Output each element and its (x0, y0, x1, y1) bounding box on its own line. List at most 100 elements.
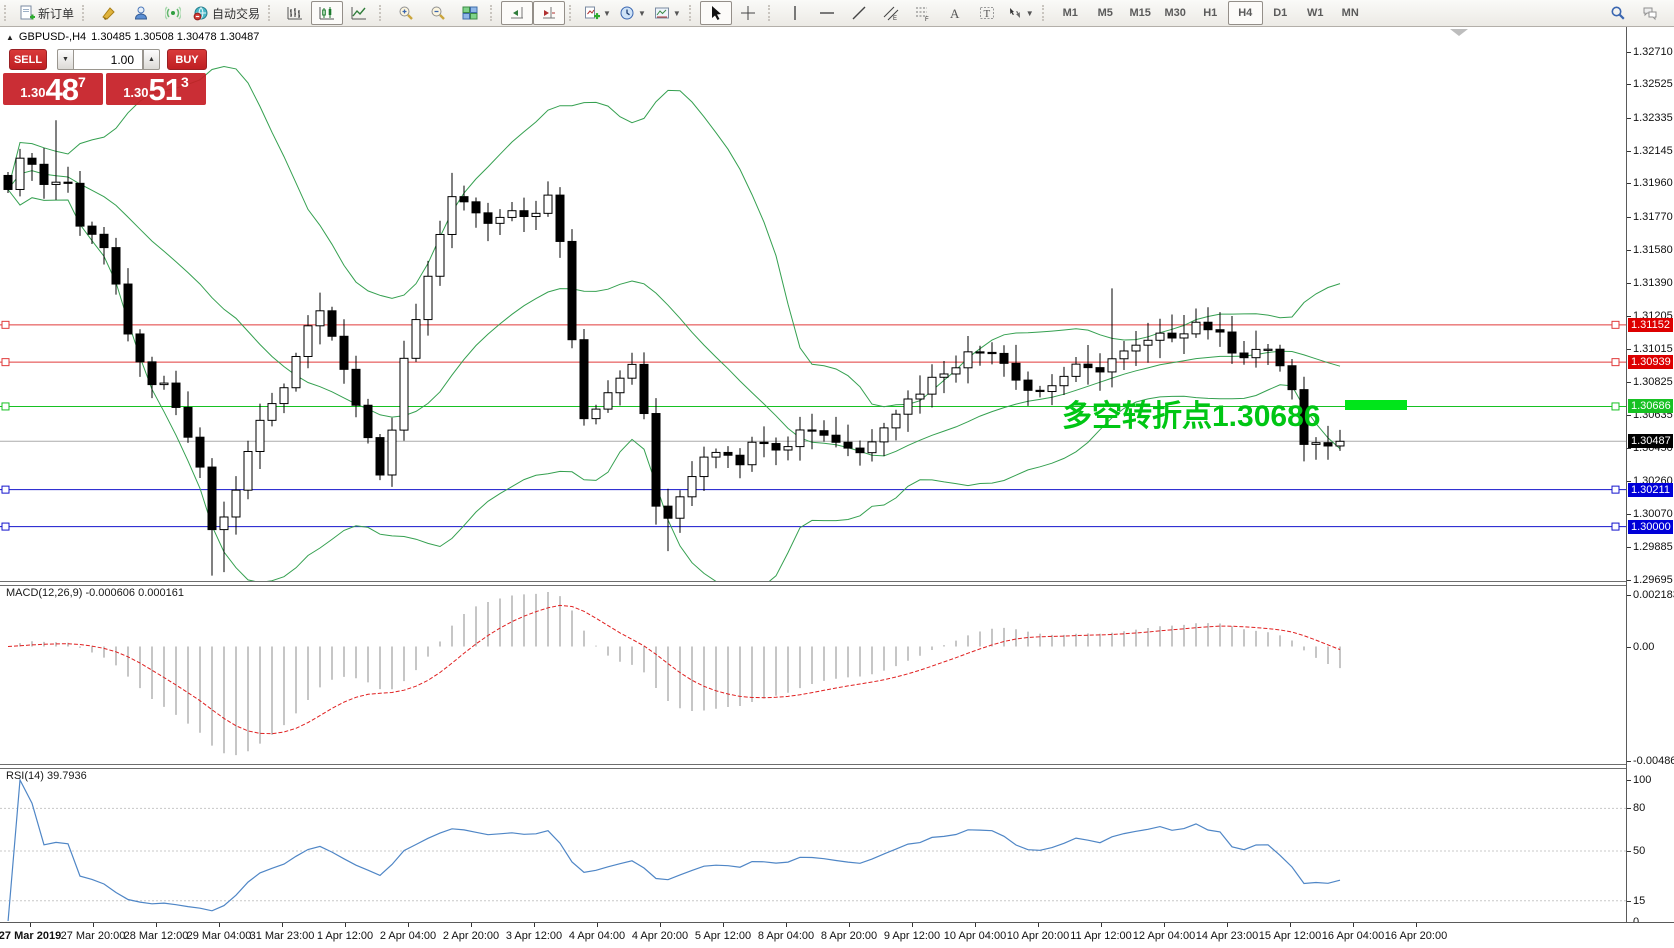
candle-up (1143, 339, 1153, 346)
trendline-button[interactable] (843, 1, 875, 25)
sell-price-main: 48 (45, 72, 79, 107)
zoom-in-button[interactable] (390, 1, 422, 25)
line-chart-button[interactable] (343, 1, 375, 25)
timeframe-button-m15[interactable]: M15 (1129, 7, 1151, 19)
hline-handle (1, 522, 10, 531)
fibonacci-button[interactable]: F (907, 1, 939, 25)
timeframe-button-mn[interactable]: MN (1341, 7, 1359, 19)
timeframe-button-w1[interactable]: W1 (1306, 7, 1324, 19)
time-axis-label: 4 Apr 20:00 (631, 930, 689, 942)
templates-button[interactable]: ▼ (650, 1, 685, 25)
timeframe-button-m5[interactable]: M5 (1097, 7, 1113, 19)
candle-up (1155, 332, 1165, 341)
price-axis-tick-label: 1.31580 (1633, 243, 1673, 256)
indicators-button[interactable]: ▼ (580, 1, 615, 25)
buy-price-display[interactable]: 1.30 51 3 (106, 73, 206, 105)
timeframe-button-m30[interactable]: M30 (1164, 7, 1186, 19)
volume-increase-button[interactable]: ▲ (143, 49, 160, 70)
text-label-button[interactable]: T (971, 1, 1003, 25)
pane-separator[interactable] (0, 764, 1674, 769)
candle-up (627, 363, 637, 379)
price-axis-tick (1627, 283, 1631, 285)
volume-input[interactable] (73, 49, 143, 70)
toolbar-grip[interactable] (268, 5, 274, 21)
price-axis-tick (1627, 546, 1631, 548)
crosshair-button[interactable] (732, 1, 764, 25)
candle-down (87, 225, 97, 235)
market-watch-button[interactable] (93, 1, 125, 25)
search-button[interactable] (1602, 1, 1634, 25)
highlight-bar[interactable] (1345, 400, 1407, 410)
toolbar-grip[interactable] (688, 5, 695, 21)
time-axis-label: 12 Apr 04:00 (1132, 930, 1196, 942)
price-chart-surface[interactable] (0, 27, 1626, 581)
toolbar-grip[interactable] (379, 5, 385, 21)
candle-up (543, 194, 553, 214)
chart-shift-button[interactable] (533, 1, 566, 25)
candle-up (387, 429, 397, 476)
timeframe-button-h1[interactable]: H1 (1203, 7, 1218, 19)
chat-button[interactable] (1634, 1, 1666, 25)
signals-button[interactable] (157, 1, 189, 25)
cursor-button[interactable] (699, 1, 732, 25)
candle-up (399, 357, 409, 431)
autotrading-button[interactable]: 自动交易 (189, 1, 264, 25)
rsi-pane-surface[interactable] (0, 767, 1626, 921)
price-axis-tick (1627, 216, 1631, 218)
bar-chart-button[interactable] (279, 1, 311, 25)
toolbar-grip[interactable] (4, 5, 10, 21)
svg-text:E: E (893, 16, 897, 21)
toolbar-grip[interactable] (569, 5, 575, 21)
time-axis-tick (219, 923, 220, 927)
toolbar-grip[interactable] (767, 5, 774, 21)
candle-up (687, 476, 697, 498)
candle-up (1131, 344, 1141, 352)
auto-scroll-button[interactable] (501, 1, 534, 25)
time-axis-tick (597, 923, 598, 927)
candle-up (879, 427, 889, 443)
candle-down (987, 351, 997, 355)
sell-button[interactable]: SELL (9, 49, 47, 70)
tile-windows-button[interactable] (454, 1, 486, 25)
vertical-line-button[interactable] (779, 1, 811, 25)
channel-button[interactable]: E (875, 1, 907, 25)
pane-separator[interactable] (0, 581, 1674, 586)
text-button[interactable]: A (939, 1, 971, 25)
chart-text-annotation[interactable]: 多空转折点1.30686 (1062, 400, 1321, 433)
buy-price-main: 51 (148, 72, 182, 107)
periods-button[interactable]: ▼ (615, 1, 650, 25)
toolbar-grip[interactable] (82, 5, 88, 21)
sell-price-display[interactable]: 1.30 48 7 (3, 73, 103, 105)
time-axis-tick (30, 923, 31, 927)
horizontal-line-button[interactable] (811, 1, 843, 25)
one-click-collapse-toggle[interactable]: ▲ (6, 32, 14, 42)
sell-price-prefix: 1.30 (20, 85, 46, 100)
timeframe-button-h4[interactable]: H4 (1227, 1, 1263, 25)
price-axis[interactable]: 1.32710 1.32525 1.32335 1.32145 1.31960 1.317… (1626, 27, 1674, 928)
svg-text:T: T (983, 8, 990, 20)
new-order-button[interactable]: 新订单 (15, 1, 78, 25)
candle-up (51, 181, 61, 185)
candle-up (495, 216, 505, 224)
toolbar-grip[interactable] (490, 5, 496, 21)
zoom-out-button[interactable] (422, 1, 454, 25)
chart-shift-marker-icon[interactable] (1450, 29, 1468, 36)
buy-button[interactable]: BUY (167, 49, 207, 70)
time-axis-label: 3 Apr 12:00 (505, 930, 563, 942)
time-axis[interactable]: 27 Mar 2019 27 Mar 20:00 28 Mar 12:00 29 Ma… (0, 922, 1674, 948)
navigator-button[interactable] (125, 1, 157, 25)
candle-down (459, 196, 469, 203)
macd-label: MACD(12,26,9) -0.000606 0.000161 (6, 587, 184, 599)
candle-down (207, 466, 217, 531)
candle-up (159, 382, 169, 386)
candle-down (183, 406, 193, 438)
toolbar-grip[interactable] (1041, 5, 1048, 21)
timeframe-button-m1[interactable]: M1 (1062, 7, 1078, 19)
volume-decrease-button[interactable]: ▼ (57, 49, 74, 70)
arrows-button[interactable]: ▼ (1003, 1, 1038, 25)
candle-down (375, 437, 385, 476)
candlestick-chart-button[interactable] (311, 1, 344, 25)
macd-pane-surface[interactable] (0, 584, 1626, 763)
timeframe-button-d1[interactable]: D1 (1273, 7, 1288, 19)
